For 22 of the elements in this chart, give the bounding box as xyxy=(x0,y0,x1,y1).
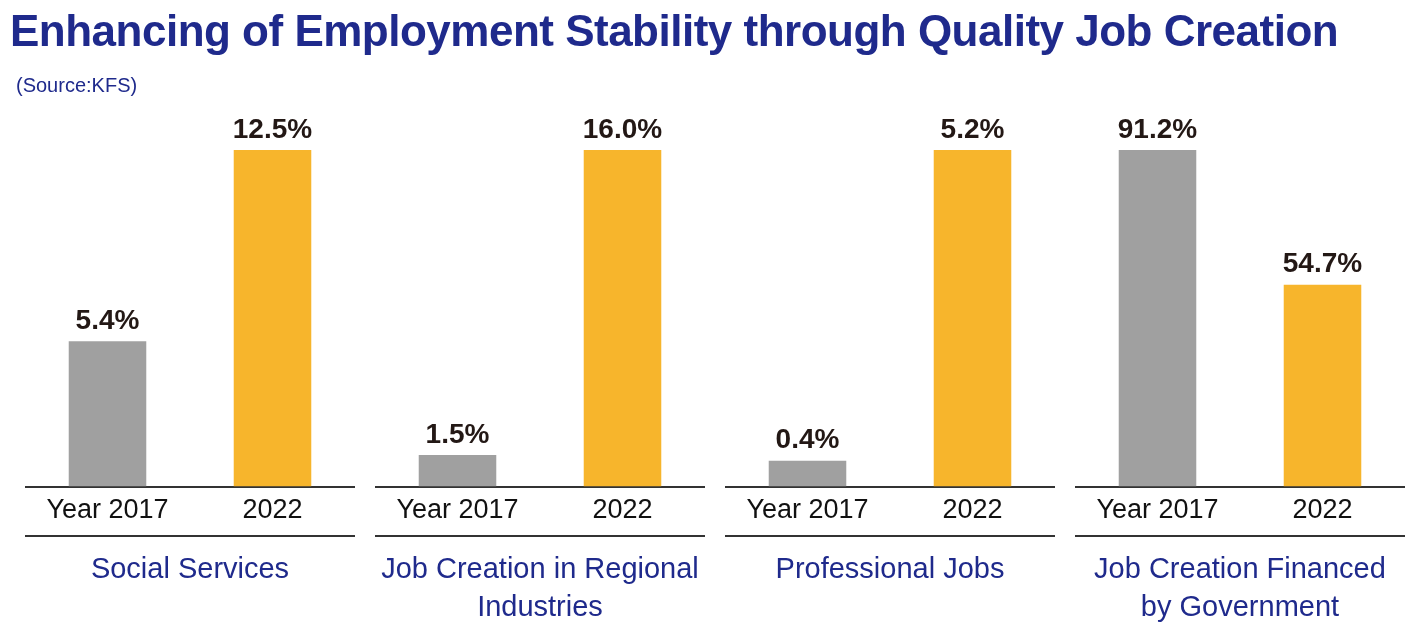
x-tick-label: 2022 xyxy=(592,494,653,525)
text: Enhancing of Employment Stability through Quality Job Creation xyxy=(10,6,1339,56)
x-axis-title: Professional Jobs xyxy=(774,551,1006,586)
data-label: 91.2% xyxy=(1117,112,1198,144)
x-tick-label: Year 2017 xyxy=(746,494,869,525)
data-label: 1.5% xyxy=(425,417,490,449)
data-label: 0.4% xyxy=(775,423,840,455)
x-tick-label: 2022 xyxy=(242,494,303,525)
text: (Source:KFS) xyxy=(16,74,138,97)
x-axis-title: Job Creation Financed by Government xyxy=(1093,551,1387,624)
x-axis-title: Job Creation in Regional Industries xyxy=(380,551,700,624)
x-tick-label: Year 2017 xyxy=(46,494,169,525)
data-label: 5.4% xyxy=(75,303,140,335)
x-tick-label: 2022 xyxy=(942,494,1003,525)
x-axis-title: Social Services xyxy=(89,551,291,586)
data-label: 54.7% xyxy=(1282,247,1363,279)
x-tick-label: 2022 xyxy=(1292,494,1353,525)
data-label: 16.0% xyxy=(582,112,663,144)
data-label: 12.5% xyxy=(232,112,313,144)
x-tick-label: Year 2017 xyxy=(396,494,519,525)
x-tick-label: Year 2017 xyxy=(1096,494,1219,525)
data-label: 5.2% xyxy=(940,112,1005,144)
